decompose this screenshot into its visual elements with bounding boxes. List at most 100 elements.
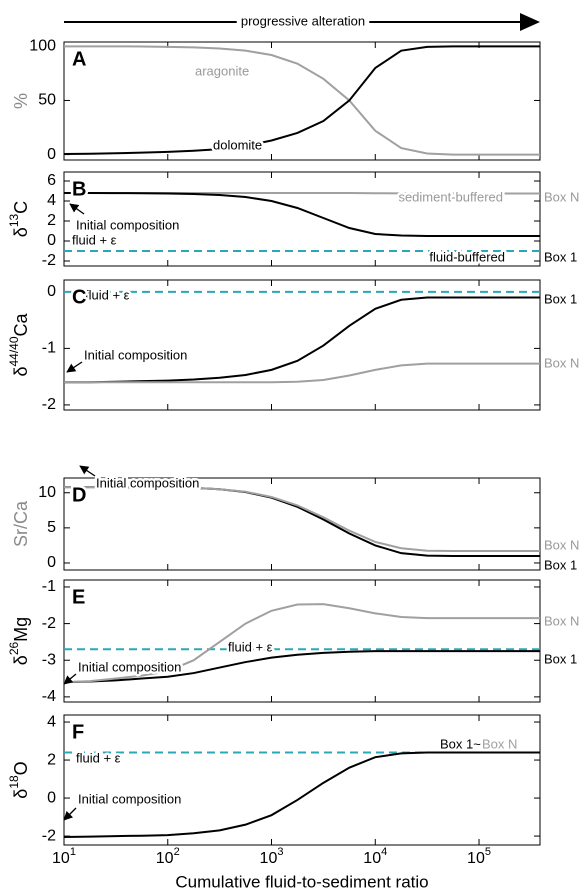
series-label: Box N [544, 613, 579, 628]
series-line [64, 486, 540, 557]
y-tick-label: 0 [47, 283, 56, 300]
plot-frame [63, 279, 541, 411]
y-tick-label: -1 [42, 578, 56, 595]
y-tick-label: 100 [29, 38, 56, 55]
y-axis-label: δ13C [7, 201, 31, 237]
y-label-end: Ca [11, 312, 31, 336]
y-tick-label: 5 [47, 519, 56, 536]
x-tick-exponent: 3 [277, 846, 283, 858]
y-label-main: δ [11, 789, 31, 799]
series-label: Box N [544, 355, 579, 370]
annotation-arrow [69, 203, 85, 215]
y-label-main: % [11, 93, 31, 109]
plot-frame [63, 41, 541, 161]
series-line [63, 45, 540, 156]
annotation: Initial composition [78, 659, 181, 674]
y-tick-label: -2 [42, 252, 56, 269]
y-tick-label: 0 [47, 146, 56, 163]
annotation: Box N [482, 736, 517, 751]
y-tick-label: 4 [47, 713, 56, 730]
plot-frame [63, 579, 541, 703]
x-tick-label: 102 [156, 846, 180, 867]
x-axis-label: Cumulative fluid-to-sediment ratio [175, 872, 428, 891]
y-label-sup: 44/40 [7, 336, 21, 366]
y-label-sup: 18 [7, 775, 21, 789]
series-label: Box N [544, 537, 579, 552]
y-label-main: δ [11, 367, 31, 377]
x-tick-base: 10 [260, 850, 278, 867]
plot-frame [63, 477, 541, 571]
panel-letter: C [72, 286, 86, 308]
x-tick-exponent: 1 [70, 846, 76, 858]
reference-label: fluid + ε [76, 750, 121, 765]
panel-letter: A [72, 48, 86, 70]
y-label-end: O [11, 761, 31, 775]
top-title: progressive alteration [241, 13, 365, 28]
series-label: Box 1 [544, 557, 577, 572]
y-tick-label: -4 [42, 688, 56, 705]
y-tick-label: 6 [47, 172, 56, 189]
y-axis-label: δ44/40Ca [7, 312, 31, 376]
y-tick-label: 4 [47, 192, 56, 209]
arrow-head [520, 13, 540, 31]
series-end-label: Box 1 [544, 249, 577, 264]
series-line [63, 751, 540, 839]
x-tick-base: 10 [363, 850, 381, 867]
y-label-sup: 13 [7, 213, 21, 227]
y-axis-label: δ18O [7, 761, 31, 798]
x-tick-base: 10 [156, 850, 174, 867]
x-tick-label: 105 [467, 846, 491, 867]
y-tick-label: 0 [47, 232, 56, 249]
annotation-arrow [79, 465, 96, 477]
x-tick-label: 104 [363, 846, 387, 867]
series-label: aragonite [195, 63, 249, 78]
series-label: dolomite [213, 137, 262, 152]
y-label-main: Sr/Ca [11, 500, 31, 547]
series-line [64, 362, 540, 384]
y-tick-label: 50 [38, 92, 56, 109]
y-label-end: C [11, 201, 31, 214]
x-tick-exponent: 4 [381, 846, 387, 858]
y-tick-label: -2 [42, 396, 56, 413]
annotation: Initial composition [76, 217, 179, 232]
series-label: fluid-buffered [429, 249, 505, 264]
x-tick-base: 10 [467, 850, 485, 867]
series-line [64, 296, 540, 384]
y-label-main: δ [11, 227, 31, 237]
reference-label: fluid + ε [85, 287, 130, 302]
reference-label: fluid + ε [72, 232, 117, 247]
y-tick-label: 0 [47, 554, 56, 571]
panel-letter: F [72, 721, 84, 743]
annotation-arrow [66, 361, 83, 373]
x-tick-label: 101 [52, 846, 76, 867]
series-label: Box 1 [544, 291, 577, 306]
series-line [63, 650, 540, 684]
x-tick-exponent: 5 [485, 846, 491, 858]
series-label: Box 1~ [440, 736, 481, 751]
y-axis-label: Sr/Ca [11, 500, 31, 547]
series-end-label: Box N [544, 189, 579, 204]
y-tick-label: 2 [47, 751, 56, 768]
panel-letter: B [72, 178, 86, 200]
series-line [63, 603, 540, 684]
y-axis-label: δ26Mg [7, 617, 31, 665]
series-line [64, 486, 540, 553]
y-tick-label: 0 [47, 789, 56, 806]
annotation-arrow [63, 807, 77, 821]
x-tick-exponent: 2 [174, 846, 180, 858]
y-tick-label: -1 [42, 340, 56, 357]
series-label: sediment-buffered [398, 189, 503, 204]
y-axis-label: % [11, 93, 31, 109]
annotation: Initial composition [96, 475, 199, 490]
y-label-main: δ [11, 655, 31, 665]
y-tick-label: 10 [38, 484, 56, 501]
y-tick-label: 2 [47, 212, 56, 229]
plot-frame [63, 171, 541, 267]
x-tick-base: 10 [52, 850, 70, 867]
annotation: Initial composition [78, 791, 181, 806]
y-label-end: Mg [11, 617, 31, 642]
annotation-arrow [63, 673, 77, 685]
series-line [64, 45, 540, 156]
